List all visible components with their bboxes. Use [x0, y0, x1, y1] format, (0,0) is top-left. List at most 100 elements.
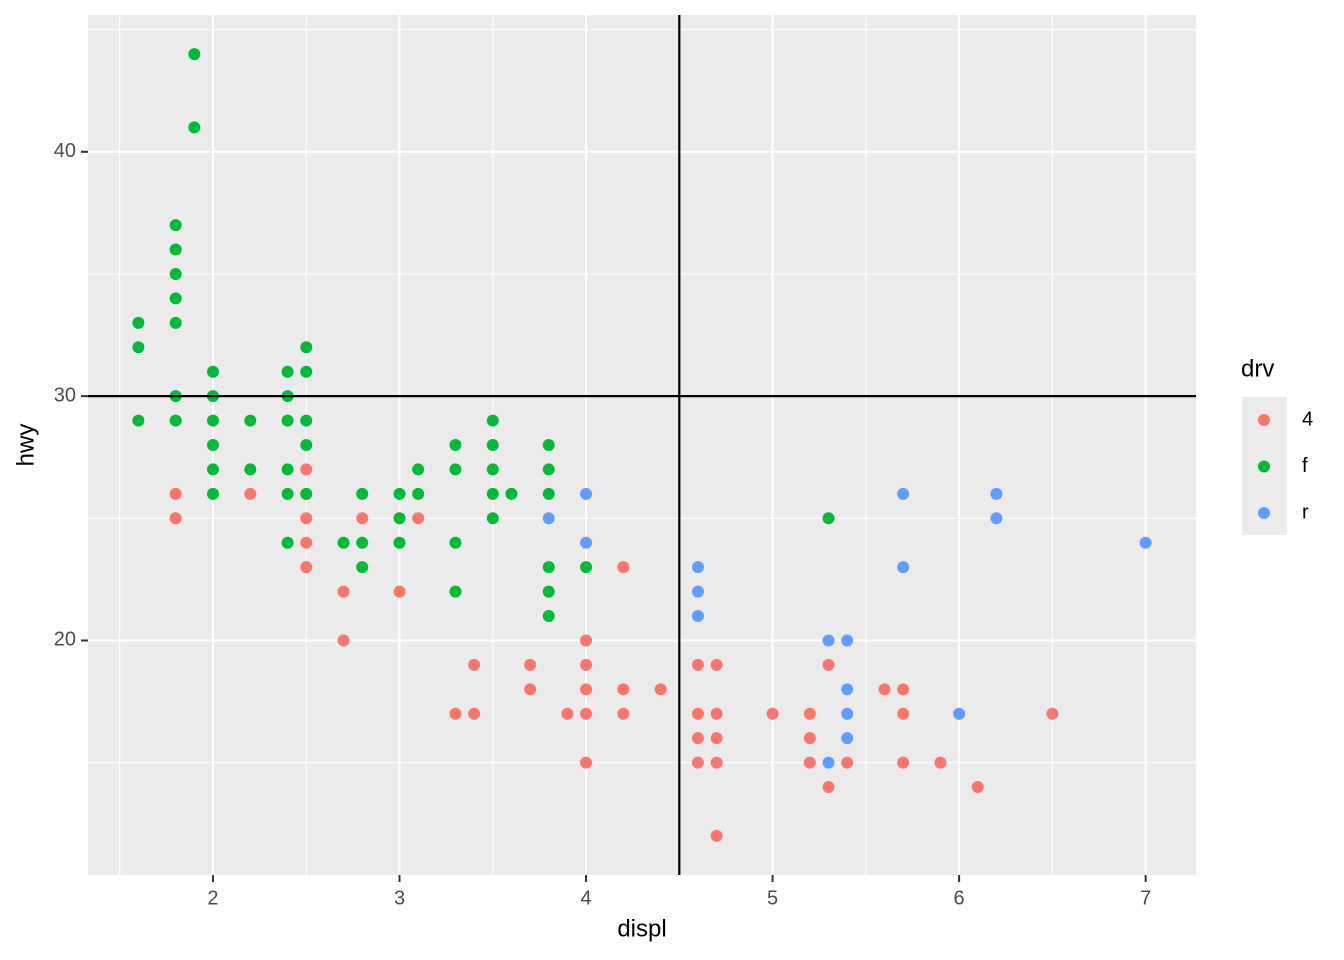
- point: [132, 341, 145, 354]
- point: [300, 463, 313, 476]
- point: [300, 536, 313, 549]
- point: [580, 536, 593, 549]
- point: [822, 634, 835, 647]
- point: [803, 732, 816, 745]
- point: [524, 683, 537, 696]
- point: [710, 707, 723, 720]
- point: [953, 707, 966, 720]
- legend-key: [1258, 460, 1270, 473]
- point: [841, 756, 854, 769]
- point: [281, 463, 294, 476]
- point: [356, 536, 369, 549]
- point: [169, 487, 182, 500]
- point: [897, 487, 910, 500]
- point: [132, 414, 145, 427]
- point: [486, 439, 499, 451]
- point: [356, 561, 369, 574]
- point: [412, 512, 425, 525]
- point: [691, 610, 704, 623]
- point: [356, 512, 369, 525]
- legend-label: 4: [1302, 408, 1313, 430]
- point: [561, 707, 574, 720]
- point: [169, 219, 182, 232]
- point: [617, 683, 630, 696]
- point: [206, 439, 219, 451]
- point: [486, 512, 499, 525]
- point: [281, 414, 294, 427]
- point: [897, 683, 910, 696]
- point: [393, 512, 406, 525]
- point: [580, 707, 593, 720]
- x-tick-label: 3: [394, 887, 405, 909]
- point: [878, 683, 891, 696]
- point: [281, 487, 294, 500]
- point: [542, 487, 555, 500]
- point: [505, 487, 518, 500]
- point: [542, 512, 555, 525]
- y-axis-title: hwy: [12, 424, 39, 467]
- point: [691, 561, 704, 574]
- point: [206, 365, 219, 378]
- panel-background: [88, 15, 1196, 875]
- point: [766, 707, 779, 720]
- point: [468, 707, 481, 720]
- point: [300, 487, 313, 500]
- point: [542, 439, 555, 451]
- point: [356, 487, 369, 500]
- point: [300, 512, 313, 525]
- point: [841, 634, 854, 647]
- point: [897, 561, 910, 574]
- point: [188, 121, 201, 134]
- point: [691, 756, 704, 769]
- point: [206, 463, 219, 476]
- point: [580, 756, 593, 769]
- point: [710, 658, 723, 671]
- legend-label: f: [1302, 455, 1308, 477]
- legend-key: [1258, 414, 1270, 426]
- point: [1139, 536, 1152, 549]
- legend-title: drv: [1241, 355, 1274, 382]
- y-tick-label: 30: [54, 384, 76, 406]
- point: [710, 756, 723, 769]
- point: [1046, 707, 1059, 720]
- legend-label: r: [1302, 501, 1309, 523]
- point: [169, 267, 182, 280]
- point: [841, 732, 854, 745]
- point: [524, 658, 537, 671]
- y-tick-label: 40: [54, 140, 76, 162]
- point: [542, 561, 555, 574]
- point: [822, 781, 835, 794]
- point: [710, 732, 723, 745]
- point: [244, 487, 257, 500]
- point: [691, 658, 704, 671]
- point: [281, 536, 294, 549]
- point: [300, 414, 313, 427]
- point: [300, 439, 313, 451]
- x-tick-label: 4: [580, 887, 591, 909]
- x-axis-title: displ: [617, 915, 666, 942]
- point: [169, 414, 182, 427]
- point: [244, 463, 257, 476]
- point: [206, 414, 219, 427]
- point: [580, 658, 593, 671]
- point: [337, 585, 350, 598]
- point: [206, 487, 219, 500]
- point: [449, 439, 462, 451]
- point: [617, 561, 630, 574]
- point: [691, 707, 704, 720]
- point: [337, 634, 350, 647]
- point: [188, 48, 201, 61]
- point: [990, 487, 1003, 500]
- point: [841, 683, 854, 696]
- point: [971, 781, 984, 794]
- point: [691, 585, 704, 598]
- point: [337, 536, 350, 549]
- point: [449, 585, 462, 598]
- x-tick-label: 2: [207, 887, 218, 909]
- point: [822, 756, 835, 769]
- point: [449, 463, 462, 476]
- point: [393, 585, 406, 598]
- point: [710, 829, 723, 842]
- point: [300, 561, 313, 574]
